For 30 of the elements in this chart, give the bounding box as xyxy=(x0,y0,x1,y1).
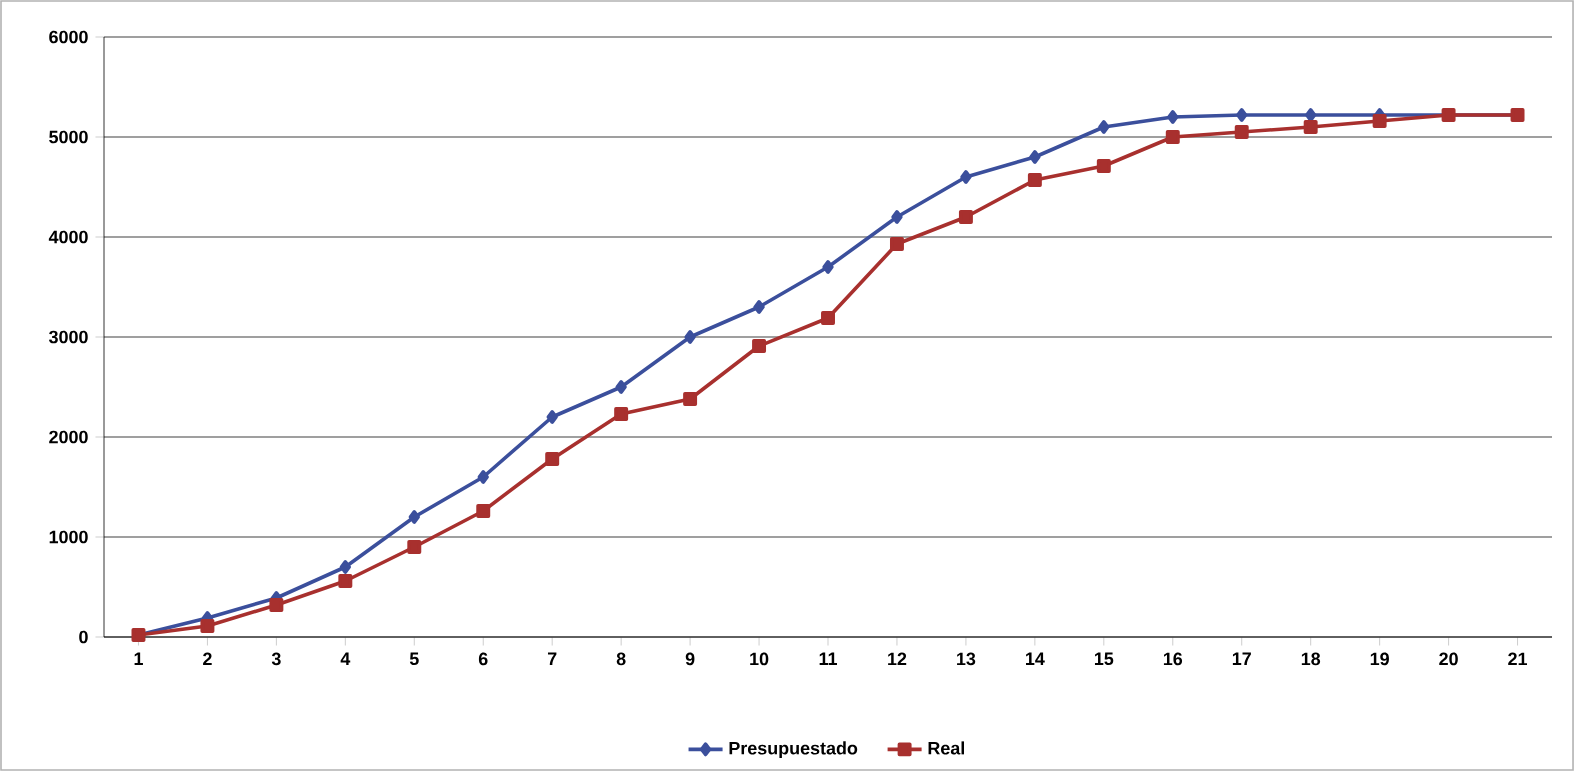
x-tick-label: 6 xyxy=(478,652,488,666)
x-tick-label: 9 xyxy=(685,652,695,666)
x-tick-label: 16 xyxy=(1163,652,1183,666)
y-tick-label: 2000 xyxy=(49,430,88,444)
x-tick-label: 13 xyxy=(957,652,976,666)
x-tick-label: 4 xyxy=(340,652,351,665)
x-tick-label: 17 xyxy=(1232,652,1251,665)
x-tick-label: 5 xyxy=(409,652,419,666)
x-tick-label: 21 xyxy=(1508,652,1528,666)
x-tick-label: 2 xyxy=(203,652,212,666)
x-tick-label: 8 xyxy=(616,652,626,666)
legend-label: Presupuestado xyxy=(729,741,858,759)
x-tick-label: 11 xyxy=(819,652,837,665)
x-tick-label: 19 xyxy=(1370,652,1389,666)
x-tick-label: 10 xyxy=(750,652,769,666)
y-tick-label: 1000 xyxy=(49,530,88,544)
y-tick-label: 5000 xyxy=(49,130,88,144)
x-tick-label: 15 xyxy=(1094,652,1114,666)
y-tick-label: 3000 xyxy=(48,330,88,344)
x-tick-label: 18 xyxy=(1301,652,1321,666)
y-tick-label: 6000 xyxy=(49,30,88,44)
legend-label: Real xyxy=(928,741,964,755)
x-tick-label: 20 xyxy=(1439,652,1458,666)
x-tick-label: 12 xyxy=(888,652,907,666)
y-tick-label: 0 xyxy=(79,630,88,644)
x-tick-label: 14 xyxy=(1026,652,1045,665)
x-tick-label: 3 xyxy=(271,652,281,666)
x-tick-label: 1 xyxy=(134,652,143,665)
x-tick-label: 7 xyxy=(547,652,557,665)
y-tick-label: 4000 xyxy=(48,230,88,244)
